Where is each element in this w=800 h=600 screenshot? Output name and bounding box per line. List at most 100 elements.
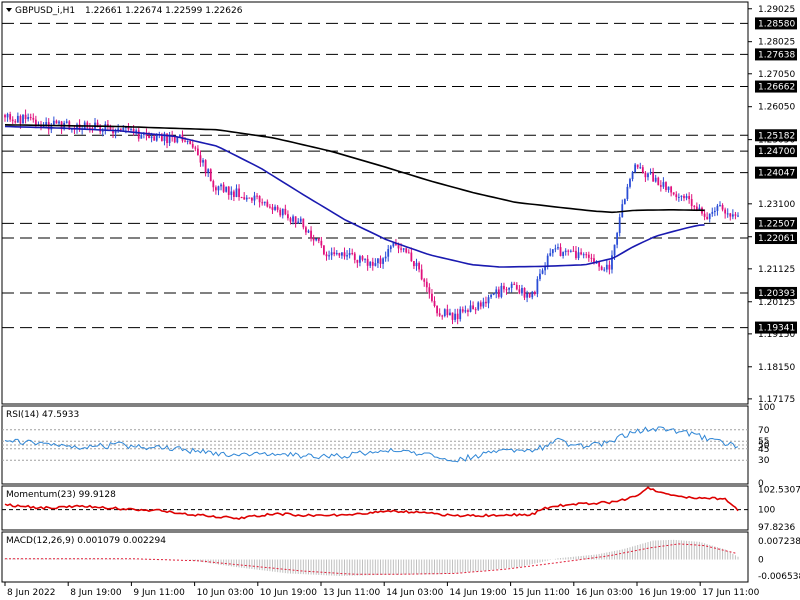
rsi-tick-label: 30 [758,456,770,466]
candle-body [168,135,171,144]
candle-body [263,201,266,204]
candle-body [477,302,480,310]
time-tick-label: 16 Jun 19:00 [639,588,696,598]
price-tick-label: 1.27050 [758,70,795,80]
rsi-tick-label: 55 [758,437,769,447]
price-level-label: 1.22061 [758,234,795,244]
price-level-label: 1.24700 [758,147,795,157]
candle-body [441,315,444,317]
candle-body [569,250,572,252]
candle-body [366,258,369,266]
candle-body [333,252,336,255]
candle-body [515,285,518,290]
candle-body [40,125,42,128]
candle-body [117,128,120,132]
time-tick-label: 10 Jun 03:00 [197,588,254,598]
price-tick-label: 1.28025 [758,38,795,48]
candle-body [235,188,238,197]
candle-body [490,294,492,298]
candle-body [482,301,485,307]
candle-body [194,147,197,149]
macd-title: MACD(12,26,9) 0.001079 0.002294 [6,536,166,546]
candle-body [310,230,312,239]
candle-body [487,297,490,304]
candle-body [16,115,19,123]
candle-body [425,281,428,288]
candle-body [382,258,384,264]
candle-body [245,197,248,200]
candle-body [189,140,192,145]
candle-body [721,205,724,210]
candle-body [397,244,400,249]
candle-body [533,291,536,295]
candle-body [410,252,413,262]
candle-body [338,253,341,256]
candle-body [467,310,469,312]
candle-body [65,121,68,123]
candle-body [377,258,379,264]
candle-body [374,263,377,266]
candle-body [287,214,289,219]
candle-body [672,192,675,195]
candle-body [150,136,153,139]
time-axis: 8 Jun 2022 8 Jun 19:00 9 Jun 11:00 10 Jun 0… [4,582,760,598]
candle-body [14,121,17,123]
candle-body [541,270,544,274]
candle-body [209,169,212,182]
candle-body [685,196,688,199]
candle-body [549,253,552,256]
macd-plot: 0.007238 0 -0.006538 [4,537,800,582]
candle-body [716,205,719,211]
candle-body [438,313,441,316]
candle-body [647,173,649,178]
price-level-label: 1.22507 [758,219,795,229]
candle-body [454,313,456,320]
price-level-tag [755,48,797,61]
price-tick-label: 1.26050 [758,103,795,113]
candle-body [567,250,570,252]
candle-body [695,206,698,210]
candle-body [729,213,732,217]
momentum-tick-label: 100 [758,506,775,516]
price-tick-label: 1.17175 [758,395,795,405]
time-tick-label: 15 Jun 11:00 [513,588,570,598]
candle-body [719,205,721,207]
candle-body [464,310,467,312]
candle-body [659,185,662,187]
candle-body [251,198,253,201]
candle-body [456,313,459,320]
candle-body [636,164,639,168]
candle-body [109,125,112,130]
candle-body [402,248,405,250]
chart-dropdown-icon[interactable] [6,8,12,12]
candle-body [114,131,117,134]
candle-body [217,186,220,191]
candle-body [307,230,310,233]
candle-body [492,293,495,295]
candle-body [361,256,364,260]
candle-body [667,186,670,190]
candle-body [649,172,652,174]
candle-body [297,221,300,224]
time-tick-label: 13 Jun 11:00 [323,588,380,598]
candle-body [315,238,318,241]
candle-body [348,252,351,256]
candle-body [127,127,130,130]
price-level-tag [755,232,797,245]
rsi-title: RSI(14) 47.5933 [6,410,79,420]
candle-body [451,312,454,320]
candle-body [559,247,562,257]
macd-tick-label: -0.006538 [758,572,800,582]
candle-body [474,309,477,311]
candle-body [163,133,166,141]
momentum-panel-frame [1,485,749,531]
candle-body [253,195,256,201]
candle-body [731,214,734,217]
candle-body [551,249,554,254]
candle-body [233,191,235,197]
candle-body [616,232,619,245]
candle-body [230,191,233,195]
candle-body [510,283,513,288]
